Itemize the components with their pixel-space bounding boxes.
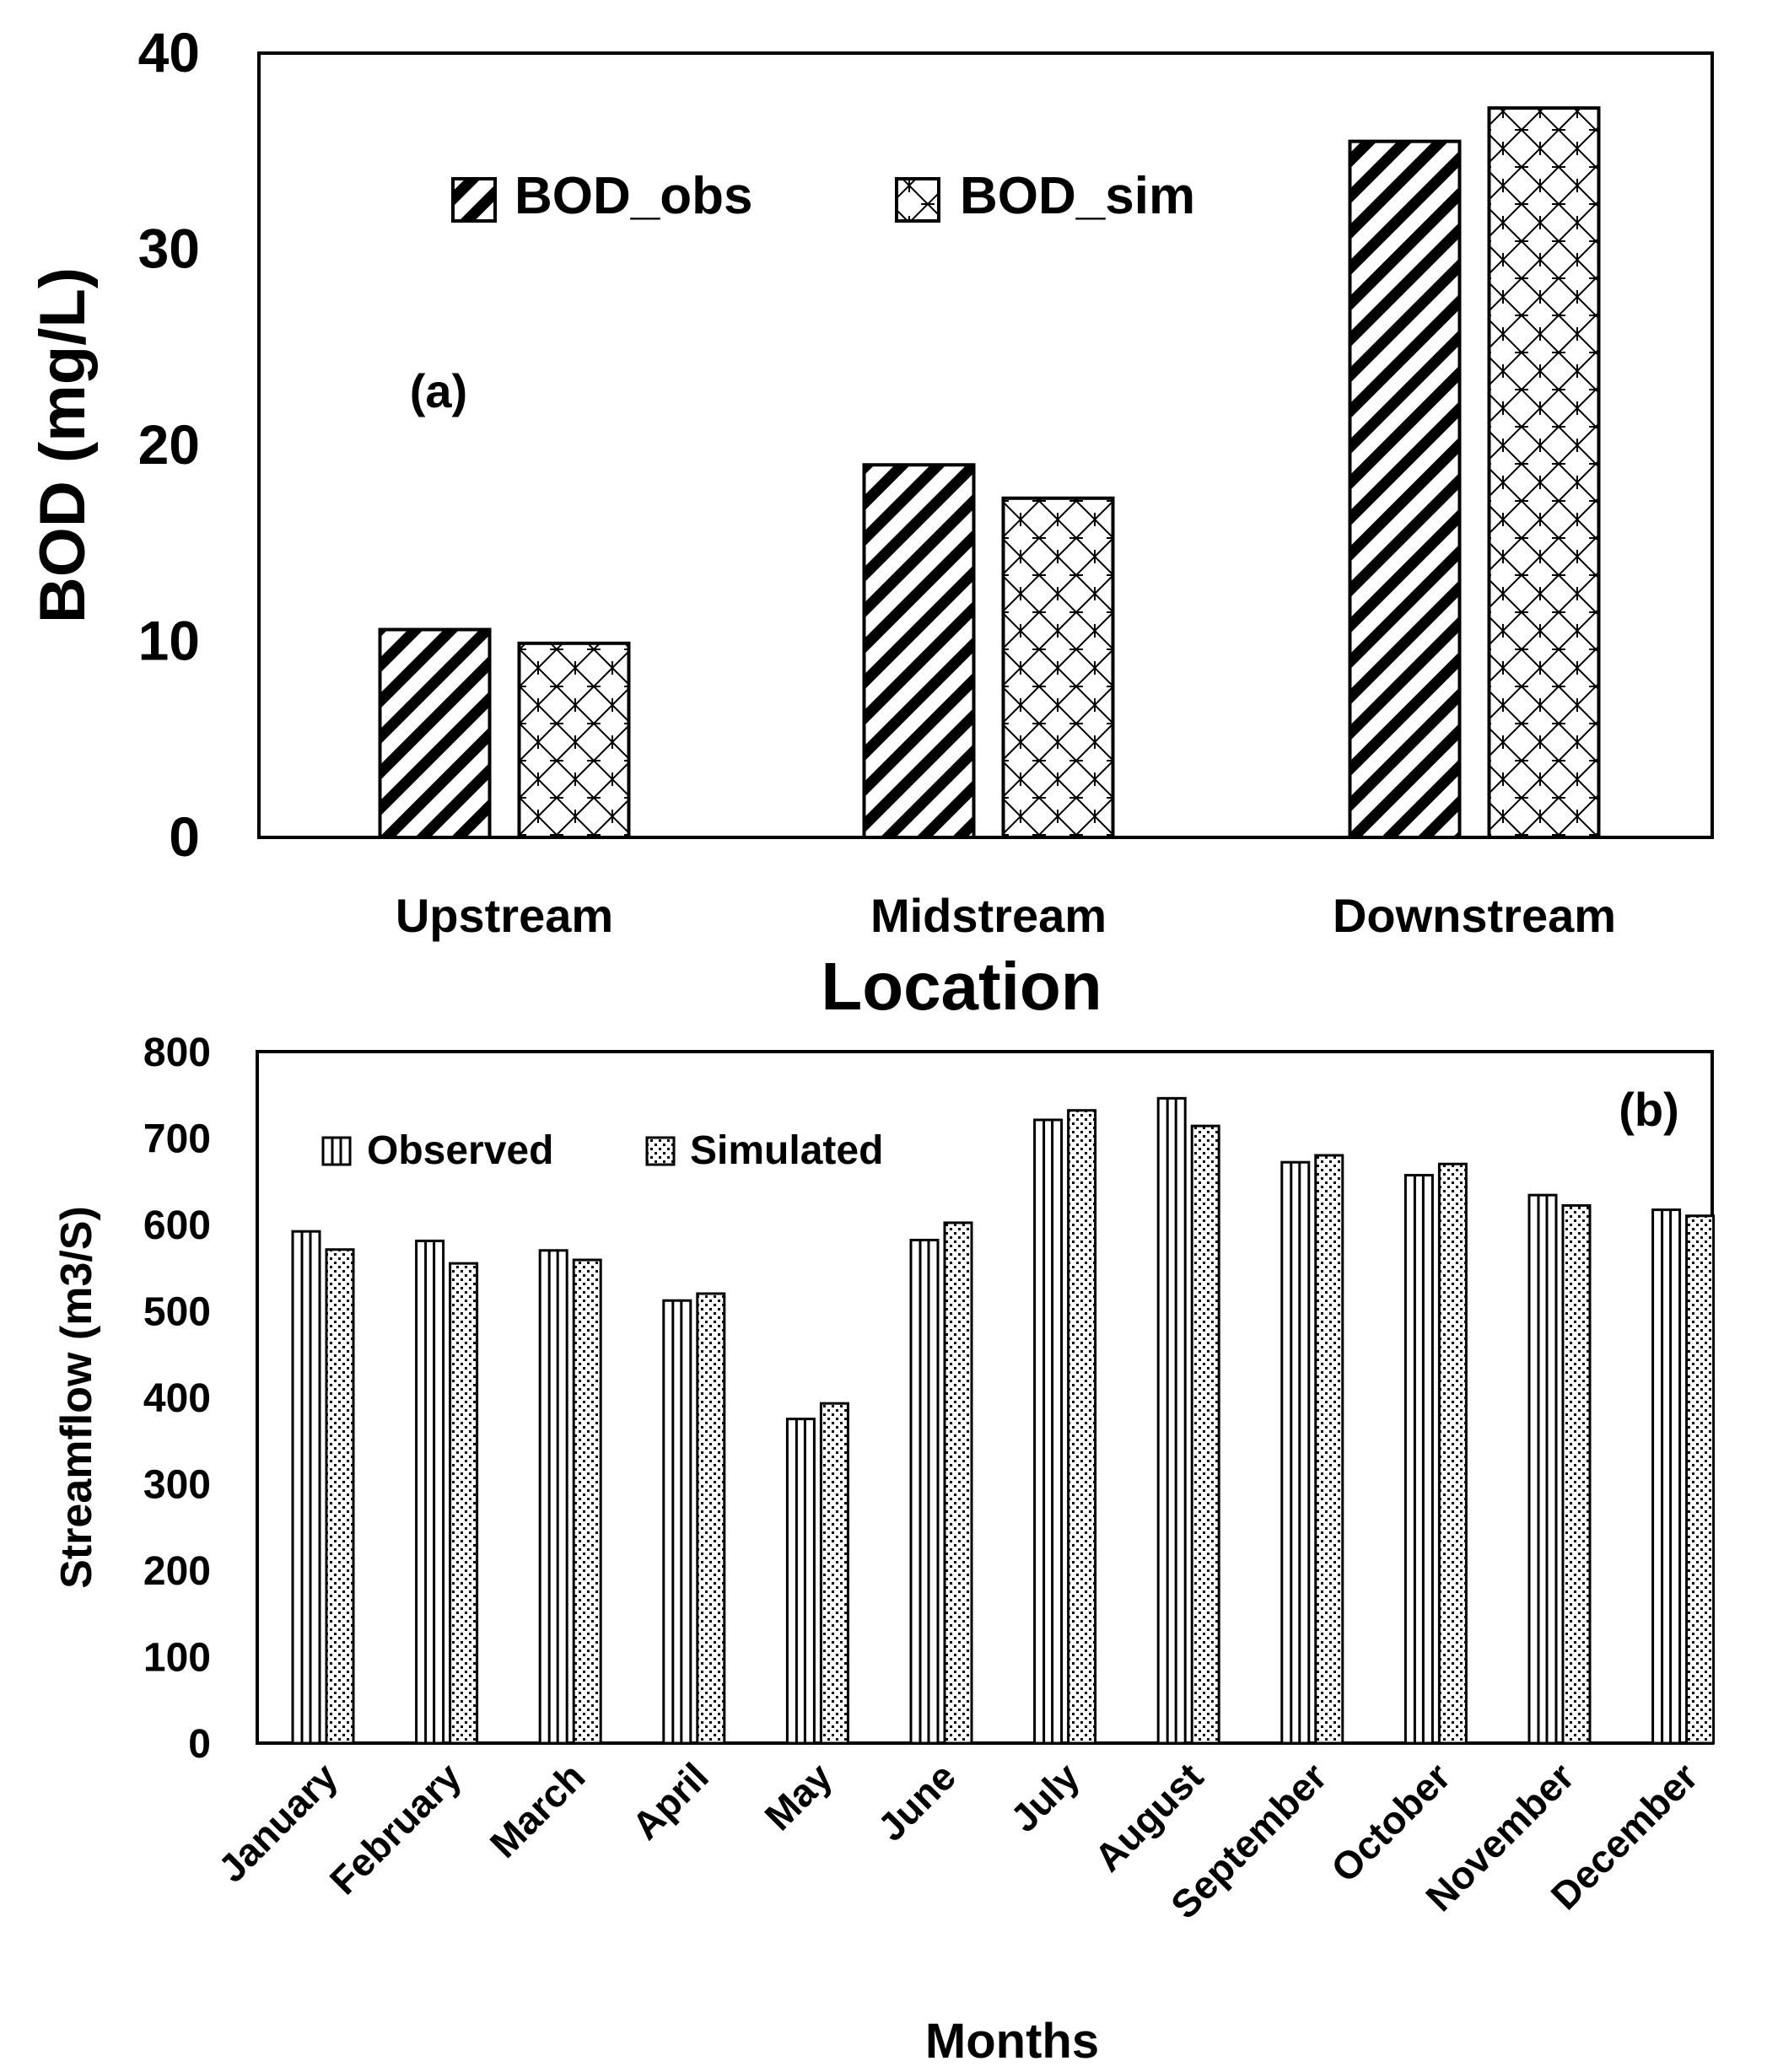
bars-a [378, 106, 1601, 840]
panel-a-bod-chart: 0 10 20 30 40 Upstream Midstream Downstream (a… [27, 21, 1714, 1024]
bar-observed-february [415, 1239, 445, 1745]
bar-simulated-march [572, 1258, 602, 1745]
bar-observed-december [1651, 1208, 1682, 1745]
x-tick-label-downstream: Downstream [1333, 889, 1616, 942]
y-tick-label-300: 300 [143, 1463, 211, 1508]
y-tick-label-400: 400 [143, 1376, 211, 1421]
y-tick-label-10: 10 [138, 610, 200, 672]
x-tick-label-upstream: Upstream [396, 889, 613, 942]
legend-label-simulated: Simulated [690, 1128, 883, 1173]
legend-swatch-simulated [645, 1136, 676, 1166]
y-axis-title-a: BOD (mg/L) [27, 267, 99, 623]
y-tick-labels-a: 0 10 20 30 40 [138, 21, 200, 868]
bar-observed-september [1280, 1160, 1311, 1745]
bar-bod-sim-upstream [517, 641, 631, 840]
legend-b: Observed Simulated [321, 1128, 883, 1173]
x-tick-label-may: May [756, 1754, 840, 1838]
panel-label-a: (a) [410, 364, 467, 417]
y-tick-label-20: 20 [138, 413, 200, 476]
y-tick-label-30: 30 [138, 218, 200, 280]
bar-simulated-may [819, 1402, 849, 1745]
bar-simulated-april [696, 1292, 726, 1745]
y-tick-label-600: 600 [143, 1203, 211, 1248]
bar-observed-january [291, 1230, 321, 1745]
bar-observed-august [1156, 1096, 1187, 1745]
y-tick-labels-b: 0 100 200 300 400 500 600 700 800 [143, 1031, 211, 1767]
x-tick-label-june: June [869, 1754, 964, 1849]
bar-simulated-august [1190, 1124, 1220, 1745]
x-tick-label-april: April [623, 1754, 717, 1848]
legend-label-bod-sim: BOD_sim [960, 167, 1195, 225]
y-axis-title-b: Streamflow (m3/S) [52, 1206, 101, 1589]
bar-observed-october [1403, 1174, 1434, 1745]
bar-simulated-december [1685, 1214, 1716, 1745]
legend-label-bod-obs: BOD_obs [514, 167, 752, 225]
bar-observed-july [1033, 1118, 1064, 1745]
x-tick-label-july: July [1002, 1754, 1088, 1840]
x-tick-label-march: March [482, 1754, 594, 1866]
bar-simulated-july [1067, 1109, 1097, 1745]
x-axis-title-b: Months [925, 2014, 1099, 2069]
x-tick-label-august: August [1086, 1754, 1211, 1880]
x-axis-title-a: Location [821, 949, 1102, 1024]
plot-frame-a [257, 51, 1714, 839]
bar-bod-obs-upstream [378, 627, 492, 839]
bar-bod-sim-midstream [1001, 496, 1115, 840]
bar-simulated-february [449, 1262, 479, 1745]
bar-bod-obs-midstream [862, 463, 976, 839]
y-tick-label-0: 0 [169, 805, 200, 868]
bar-bod-obs-downstream [1348, 139, 1462, 839]
y-tick-label-800: 800 [143, 1031, 211, 1075]
y-tick-label-700: 700 [143, 1117, 211, 1162]
bar-observed-november [1527, 1193, 1558, 1745]
y-tick-label-500: 500 [143, 1290, 211, 1335]
bars-b [291, 1096, 1716, 1745]
bar-observed-june [909, 1238, 940, 1745]
bar-simulated-november [1561, 1203, 1592, 1745]
legend-swatch-bod-sim [895, 177, 940, 223]
y-tick-label-0: 0 [188, 1722, 211, 1767]
legend-swatch-observed [321, 1136, 352, 1166]
legend-label-observed: Observed [367, 1128, 553, 1173]
y-tick-label-40: 40 [138, 21, 200, 83]
panel-label-b: (b) [1619, 1083, 1679, 1136]
bar-bod-sim-downstream [1487, 106, 1601, 840]
bar-observed-april [662, 1299, 692, 1745]
legend-a: BOD_obs BOD_sim [451, 167, 1195, 225]
bar-simulated-september [1314, 1154, 1344, 1745]
bar-simulated-january [325, 1248, 355, 1745]
legend-swatch-bod-obs [451, 177, 497, 223]
bar-simulated-october [1437, 1162, 1468, 1745]
bar-observed-may [785, 1418, 816, 1745]
bar-observed-march [538, 1249, 568, 1745]
y-tick-label-100: 100 [143, 1636, 211, 1681]
x-tick-label-midstream: Midstream [870, 889, 1107, 942]
bar-simulated-june [943, 1221, 973, 1745]
y-tick-label-200: 200 [143, 1549, 211, 1594]
x-tick-label-february: February [321, 1754, 470, 1902]
x-tick-labels-a: Upstream Midstream Downstream [396, 889, 1616, 942]
